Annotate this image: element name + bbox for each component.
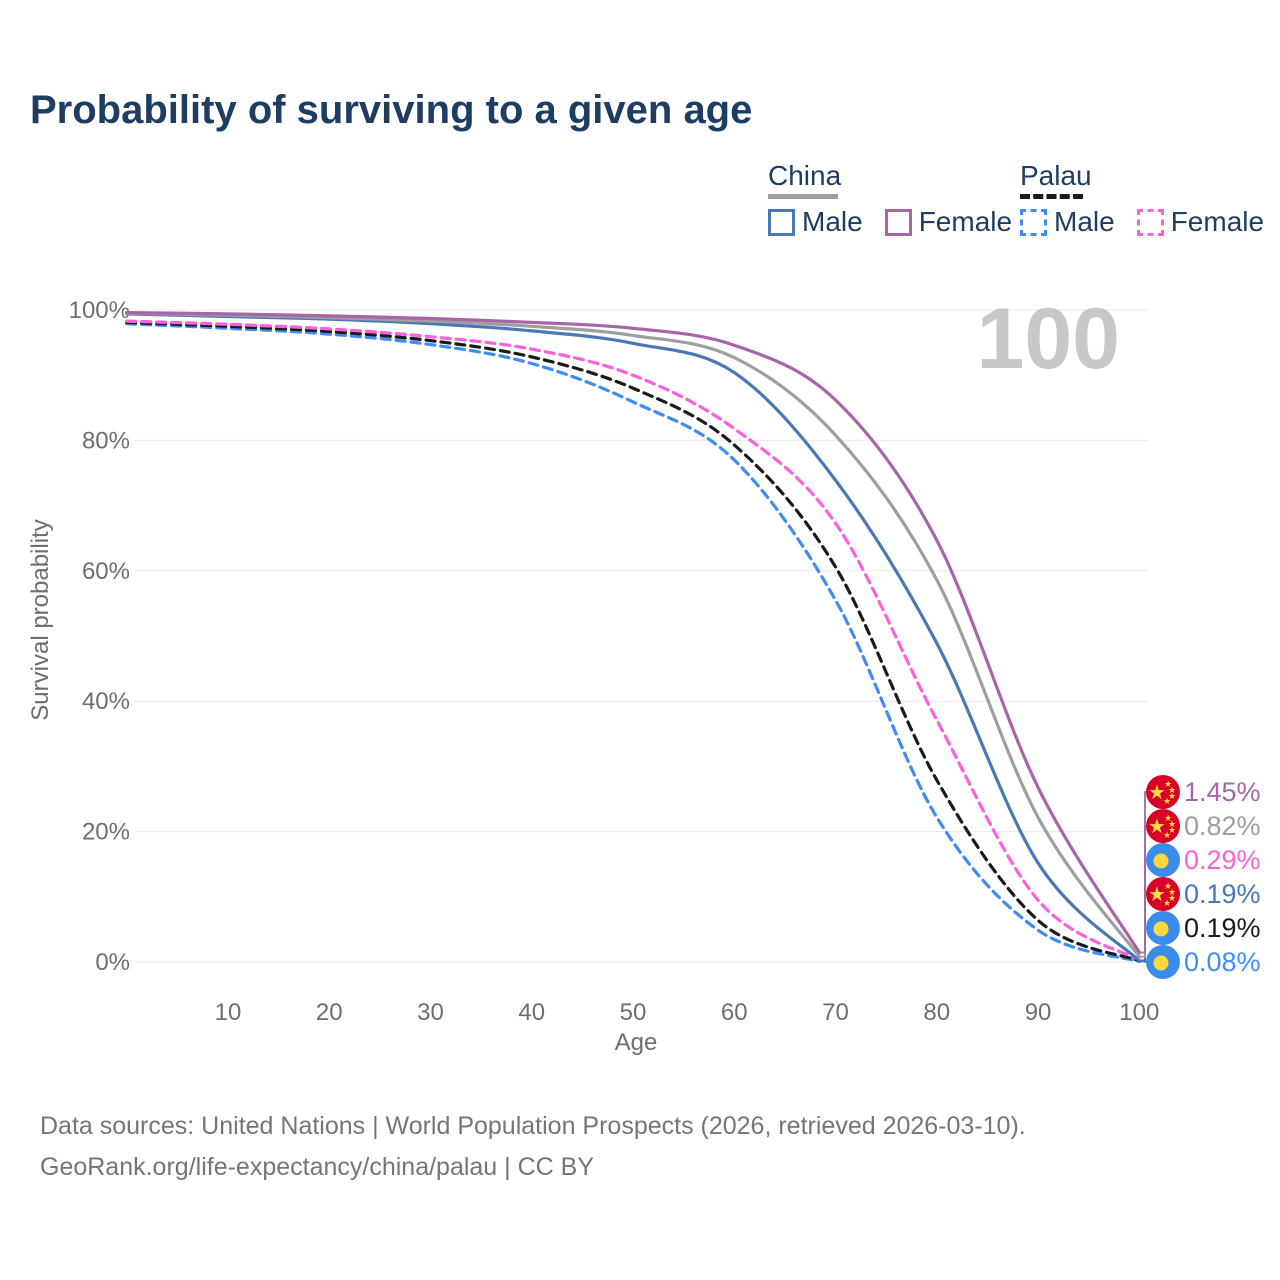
legend-swatch-china-male — [768, 208, 795, 236]
end-labels: 0.08%0.19%0.29%★★★★★ 0.19%★★★★★ 0.82%★★★★★… — [1146, 775, 1261, 979]
svg-text:★: ★ — [1168, 887, 1176, 897]
end-label-china-female: 1.45% — [1184, 777, 1261, 807]
line-china-male[interactable] — [125, 312, 1141, 963]
svg-text:★: ★ — [1164, 881, 1172, 891]
line-china-female[interactable] — [125, 311, 1141, 955]
y-axis-title: Survival probability — [27, 519, 54, 720]
y-tick-label: 100% — [69, 297, 130, 324]
x-tick-label: 100 — [1119, 999, 1159, 1026]
gridlines — [135, 309, 1148, 963]
legend-item-china-female[interactable]: Female — [884, 206, 1013, 238]
x-axis-title: Age — [615, 1029, 658, 1056]
flag-palau-icon — [1146, 945, 1180, 979]
x-tick-label: 50 — [620, 999, 647, 1026]
x-tick-labels: 10 20 30 40 50 60 70 80 90 100 — [215, 999, 1160, 1026]
y-tick-label: 20% — [82, 819, 130, 846]
line-palau-overall[interactable] — [125, 320, 1141, 963]
leader-lines — [1139, 791, 1147, 963]
svg-text:★: ★ — [1164, 779, 1172, 789]
legend-label-china-male: Male — [802, 206, 863, 237]
legend-group-title-china[interactable]: China — [768, 160, 842, 191]
line-palau-female[interactable] — [125, 319, 1141, 962]
x-tick-label: 10 — [215, 999, 242, 1026]
x-tick-label: 90 — [1025, 999, 1052, 1026]
svg-text:★: ★ — [1163, 796, 1171, 806]
x-tick-label: 30 — [417, 999, 444, 1026]
legend-label-palau-female: Female — [1170, 206, 1265, 237]
end-label-palau-male: 0.08% — [1184, 947, 1261, 977]
legend-swatch-palau-male — [1020, 208, 1047, 236]
end-label-china-overall: 0.82% — [1184, 811, 1261, 841]
svg-text:★: ★ — [1148, 884, 1166, 906]
svg-text:★: ★ — [1168, 893, 1176, 903]
legend-group-title-palau[interactable]: Palau — [1020, 160, 1092, 191]
legend-underline-china — [768, 194, 838, 199]
legend-row-china: Male Female — [768, 206, 1012, 238]
y-tick-label: 40% — [82, 688, 130, 715]
svg-text:★: ★ — [1168, 785, 1176, 795]
y-tick-labels: 0% 20% 40% 60% 80% 100% — [69, 297, 130, 976]
flag-china-icon: ★★★★★ — [1146, 877, 1180, 911]
legend-swatch-palau-female — [1136, 208, 1164, 236]
leader-line-china-female — [1139, 791, 1147, 954]
x-tick-label: 40 — [518, 999, 545, 1026]
svg-text:★: ★ — [1148, 782, 1166, 804]
flag-china-icon: ★★★★★ — [1146, 809, 1180, 843]
end-label-palau-female: 0.29% — [1184, 845, 1261, 875]
end-label-china-male: 0.19% — [1184, 879, 1261, 909]
legend-label-china-female: Female — [918, 206, 1013, 237]
legend-group-palau: Palau Male Female — [1020, 160, 1264, 238]
end-label-palau-overall: 0.19% — [1184, 913, 1261, 943]
legend-item-china-male[interactable]: Male — [768, 206, 863, 238]
legend-swatch-china-female — [884, 208, 912, 236]
legend-row-palau: Male Female — [1020, 206, 1264, 238]
svg-text:★: ★ — [1148, 816, 1166, 838]
svg-text:★: ★ — [1163, 830, 1171, 840]
line-palau-male[interactable] — [125, 322, 1141, 964]
footer: Data sources: United Nations | World Pop… — [40, 1106, 1026, 1188]
page-title: Probability of surviving to a given age — [30, 88, 753, 132]
svg-text:★: ★ — [1168, 791, 1176, 801]
svg-text:★: ★ — [1168, 825, 1176, 835]
y-tick-label: 0% — [95, 949, 130, 976]
y-tick-label: 80% — [82, 427, 130, 454]
svg-text:★: ★ — [1164, 813, 1172, 823]
flag-palau-icon — [1146, 843, 1180, 877]
footer-sources-line: Data sources: United Nations | World Pop… — [40, 1112, 1026, 1140]
series-lines — [125, 311, 1141, 964]
x-tick-label: 70 — [822, 999, 849, 1026]
footer-attribution-line: GeoRank.org/life-expectancy/china/palau … — [40, 1153, 595, 1181]
line-china-overall[interactable] — [125, 311, 1141, 959]
hovered-age-watermark: 100 — [977, 291, 1121, 387]
flag-palau-icon — [1146, 911, 1180, 945]
legend-item-palau-female[interactable]: Female — [1136, 206, 1265, 238]
svg-text:★: ★ — [1163, 898, 1171, 908]
flag-china-icon: ★★★★★ — [1146, 775, 1180, 809]
legend-label-palau-male: Male — [1054, 206, 1115, 237]
x-tick-label: 80 — [923, 999, 950, 1026]
legend-item-palau-male[interactable]: Male — [1020, 206, 1115, 238]
svg-text:★: ★ — [1168, 819, 1176, 829]
legend-underline-palau — [1020, 194, 1083, 199]
x-tick-label: 60 — [721, 999, 748, 1026]
legend-group-china: China Male Female — [768, 160, 1012, 238]
y-tick-label: 60% — [82, 558, 130, 585]
x-tick-label: 20 — [316, 999, 343, 1026]
